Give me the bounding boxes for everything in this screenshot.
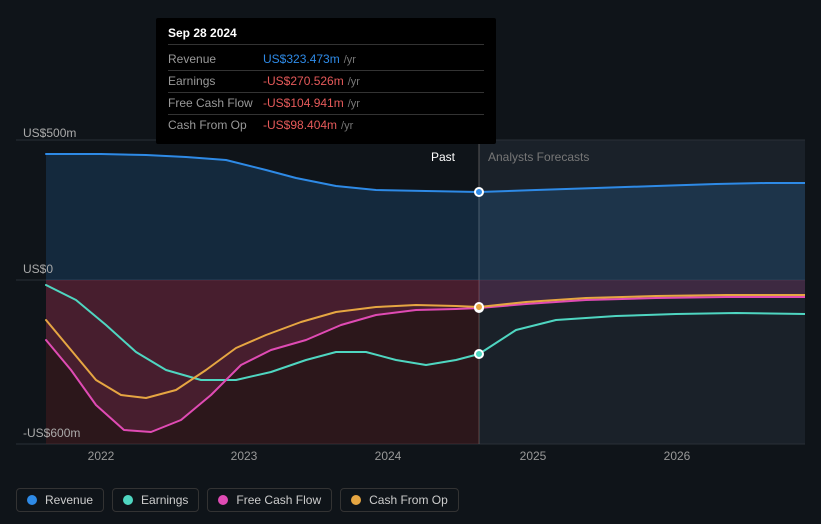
y-axis-tick: US$500m [23,126,76,140]
tooltip-metric-label: Cash From Op [168,117,263,133]
series-marker-earnings [474,349,484,359]
legend-item-earnings[interactable]: Earnings [112,488,199,512]
tooltip-metric-unit: /yr [348,74,360,90]
forecast-region-label: Analysts Forecasts [488,150,589,164]
tooltip-row: Cash From Op-US$98.404m/yr [168,115,484,136]
past-region-label: Past [431,150,455,164]
tooltip-metric-label: Earnings [168,73,263,89]
tooltip-metric-value: -US$98.404m [263,117,337,133]
tooltip-metric-value: US$323.473m [263,51,340,67]
y-axis-tick: -US$600m [23,426,80,440]
tooltip-date: Sep 28 2024 [168,26,484,45]
tooltip-metric-unit: /yr [348,96,360,112]
legend-swatch-icon [218,495,228,505]
tooltip-metric-unit: /yr [344,52,356,68]
chart-legend: Revenue Earnings Free Cash Flow Cash From O… [16,488,459,512]
chart-tooltip: Sep 28 2024 RevenueUS$323.473m/yrEarning… [156,18,496,144]
legend-item-fcf[interactable]: Free Cash Flow [207,488,332,512]
tooltip-row: Free Cash Flow-US$104.941m/yr [168,93,484,115]
x-axis-tick: 2025 [520,449,547,463]
legend-label: Earnings [141,493,188,507]
tooltip-row: RevenueUS$323.473m/yr [168,49,484,71]
tooltip-metric-label: Free Cash Flow [168,95,263,111]
legend-item-revenue[interactable]: Revenue [16,488,104,512]
legend-label: Free Cash Flow [236,493,321,507]
x-axis-tick: 2023 [231,449,258,463]
legend-swatch-icon [123,495,133,505]
y-axis-tick: US$0 [23,262,53,276]
legend-swatch-icon [27,495,37,505]
x-axis-tick: 2026 [664,449,691,463]
financial-chart: US$500m US$0 -US$600m 2022 2023 2024 2025 2026… [16,0,805,460]
tooltip-metric-value: -US$270.526m [263,73,344,89]
x-axis-tick: 2022 [88,449,115,463]
legend-item-cfo[interactable]: Cash From Op [340,488,459,512]
tooltip-metric-label: Revenue [168,51,263,67]
tooltip-metric-value: -US$104.941m [263,95,344,111]
series-marker-cfo [474,302,484,312]
tooltip-metric-unit: /yr [341,118,353,134]
x-axis-tick: 2024 [375,449,402,463]
legend-label: Revenue [45,493,93,507]
legend-label: Cash From Op [369,493,448,507]
legend-swatch-icon [351,495,361,505]
tooltip-row: Earnings-US$270.526m/yr [168,71,484,93]
series-marker-revenue [474,187,484,197]
